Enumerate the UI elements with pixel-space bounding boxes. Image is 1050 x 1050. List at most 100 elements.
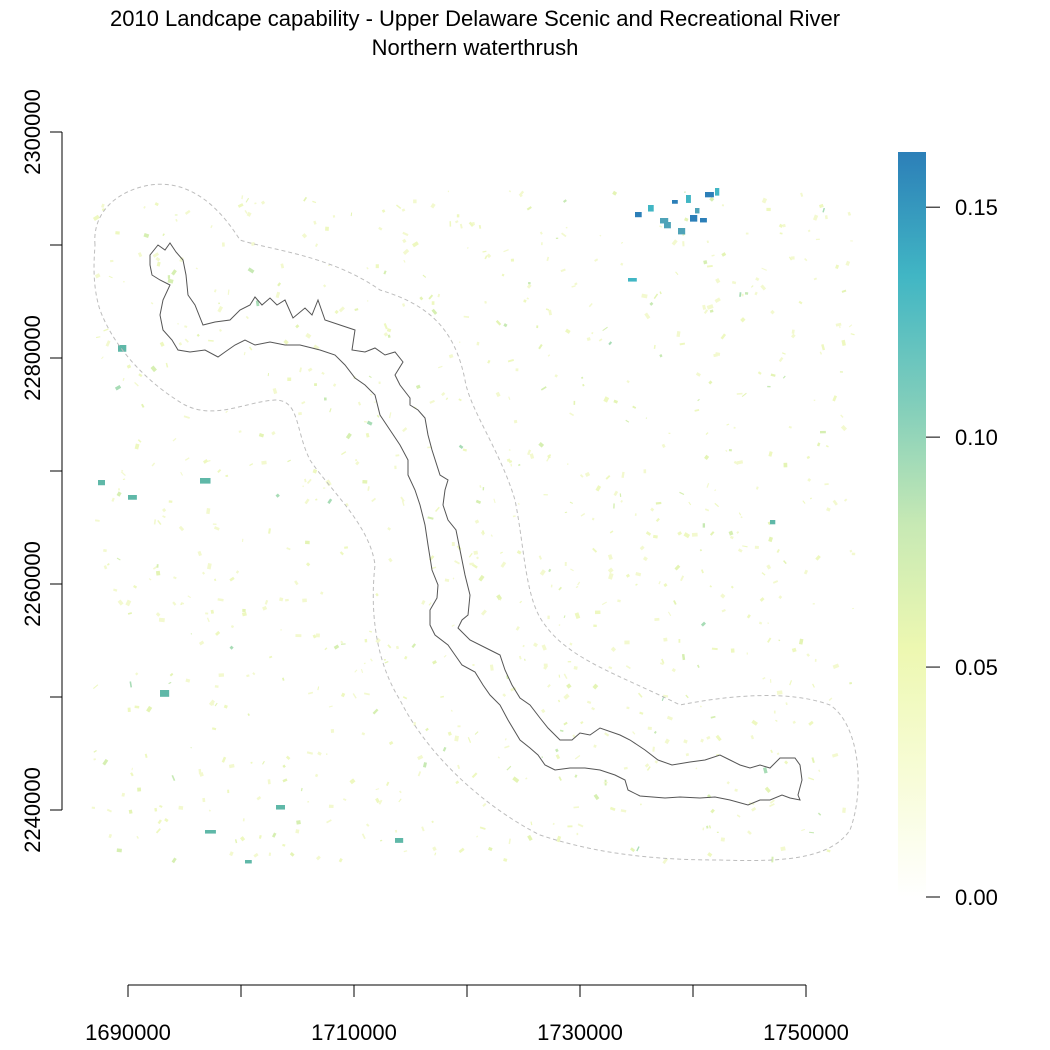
legend-color-bar <box>898 152 926 897</box>
raster-cell <box>178 525 185 532</box>
raster-cell <box>242 818 245 822</box>
raster-cell <box>190 747 192 749</box>
raster-cell <box>523 658 526 661</box>
raster-cell <box>385 781 390 786</box>
raster-cell <box>427 516 434 520</box>
raster-cell <box>598 338 603 342</box>
raster-cell <box>448 354 454 359</box>
raster-cell <box>603 396 610 403</box>
raster-cell <box>639 711 644 715</box>
raster-cell <box>702 827 705 831</box>
raster-cell <box>432 660 437 665</box>
raster-cell <box>808 720 814 726</box>
raster-cell <box>770 309 775 315</box>
raster-cell <box>499 551 503 554</box>
raster-cell <box>162 515 166 519</box>
raster-cell <box>482 250 487 253</box>
raster-cell <box>206 617 210 623</box>
raster-cell <box>136 835 139 839</box>
raster-cell <box>227 289 230 295</box>
raster-cell <box>314 383 318 387</box>
raster-cell <box>552 822 555 826</box>
raster-cell <box>468 221 474 227</box>
raster-cell <box>225 474 229 478</box>
raster-cell <box>206 508 211 515</box>
raster-cell <box>548 309 552 316</box>
raster-cell <box>478 224 482 229</box>
raster-cell <box>116 848 122 853</box>
raster-cell <box>736 392 743 395</box>
raster-cell <box>650 507 655 512</box>
raster-cell <box>601 601 608 606</box>
raster-cell <box>784 760 789 765</box>
raster-cell <box>282 778 288 783</box>
y-tick-label: 2280000 <box>20 315 45 401</box>
raster-cell <box>200 478 211 484</box>
raster-cell <box>305 562 311 567</box>
raster-cell <box>849 549 853 553</box>
raster-cell <box>547 615 550 620</box>
x-tick-label: 1750000 <box>763 1020 849 1045</box>
raster-cell <box>128 809 133 814</box>
raster-cell <box>720 333 727 340</box>
raster-cell <box>243 351 246 356</box>
raster-cell <box>770 520 776 525</box>
raster-cell <box>577 581 581 586</box>
raster-cell <box>315 633 320 638</box>
raster-cell <box>239 836 246 842</box>
raster-cell <box>313 344 320 351</box>
raster-cell <box>778 223 784 229</box>
raster-cell <box>244 209 248 214</box>
raster-cell <box>574 754 581 760</box>
raster-cell <box>404 655 408 660</box>
raster-cell <box>338 306 345 313</box>
raster-cell <box>484 300 487 304</box>
raster-cell <box>388 740 394 746</box>
raster-cell <box>695 372 701 377</box>
raster-cell <box>171 774 176 781</box>
raster-cell <box>548 568 552 573</box>
raster-cell <box>584 471 591 478</box>
raster-cell <box>184 457 190 461</box>
raster-cell <box>807 478 812 482</box>
raster-cell <box>806 455 811 460</box>
raster-cell <box>518 463 521 467</box>
raster-cell <box>508 449 511 451</box>
raster-cell <box>282 764 286 769</box>
raster-cell <box>91 806 96 809</box>
raster-cell <box>490 534 493 537</box>
raster-cell <box>117 599 124 606</box>
raster-cell <box>172 437 177 442</box>
raster-cell <box>339 551 344 556</box>
raster-cell <box>180 602 185 605</box>
raster-cell <box>599 234 602 237</box>
raster-cell <box>703 309 709 315</box>
raster-cell <box>495 391 501 398</box>
raster-cell <box>515 368 519 372</box>
raster-cell <box>658 581 661 585</box>
raster-cell <box>779 232 783 235</box>
raster-cell <box>832 663 840 669</box>
raster-cell <box>383 270 387 275</box>
raster-cell <box>295 324 300 329</box>
raster-cell <box>635 212 642 218</box>
raster-cell <box>594 258 599 262</box>
raster-cell <box>242 608 246 612</box>
raster-cell <box>355 459 358 462</box>
raster-cell <box>574 612 581 620</box>
x-tick-label: 1710000 <box>311 1020 397 1045</box>
raster-cell <box>127 707 131 713</box>
raster-cell <box>378 799 383 805</box>
raster-cell <box>702 523 706 528</box>
raster-cell <box>430 203 436 209</box>
raster-cell <box>431 566 437 570</box>
raster-cell <box>835 322 842 327</box>
raster-cell <box>812 214 819 221</box>
raster-cell <box>205 612 209 615</box>
raster-cell <box>289 852 295 857</box>
raster-cell <box>276 805 285 810</box>
raster-cell <box>746 614 751 619</box>
raster-cell <box>387 644 392 649</box>
raster-cell <box>684 191 686 193</box>
raster-cell <box>320 591 324 595</box>
